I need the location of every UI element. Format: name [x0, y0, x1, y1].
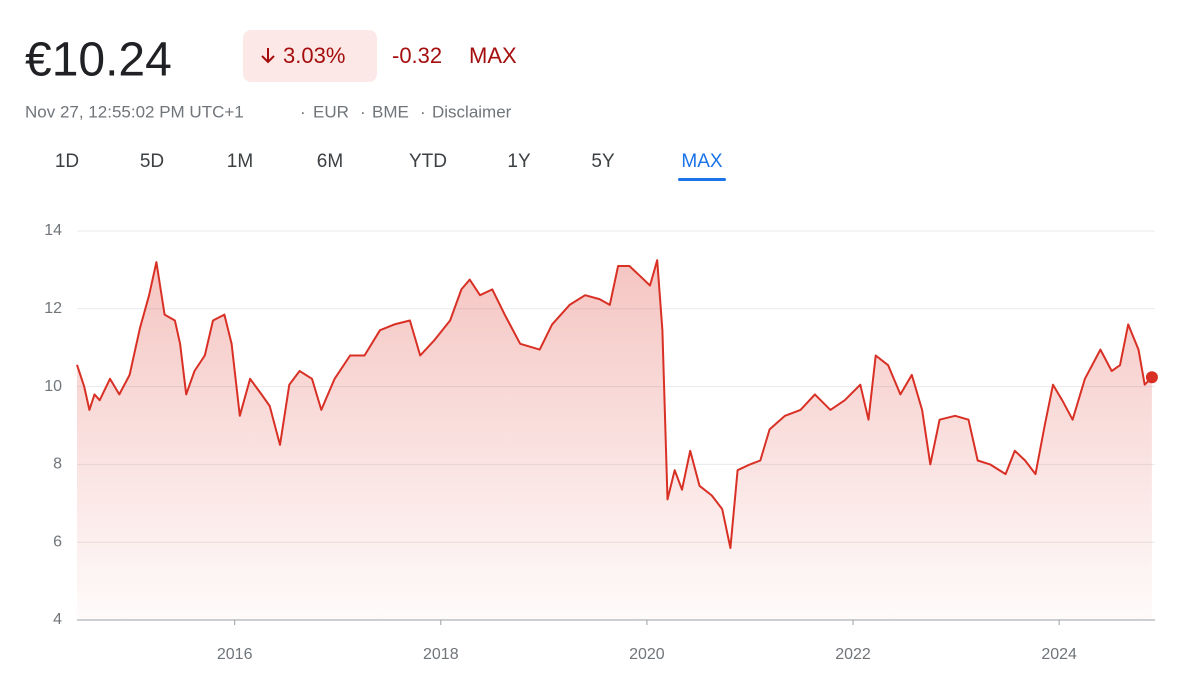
disclaimer-link[interactable]: Disclaimer: [432, 102, 512, 121]
range-tab[interactable]: YTD: [409, 151, 447, 172]
down-arrow: [261, 48, 275, 64]
last-point: [1145, 371, 1158, 384]
price-area: [77, 260, 1152, 620]
currency: EUR: [313, 102, 349, 121]
change-abs: -0.32: [392, 43, 442, 68]
separator: ·: [420, 102, 426, 121]
separator: ·: [360, 102, 366, 121]
x-tick-label: 2018: [423, 646, 459, 663]
x-tick-label: 2022: [835, 646, 871, 663]
timestamp: Nov 27, 12:55:02 PM UTC+1: [25, 102, 244, 121]
range-tab[interactable]: 1D: [55, 151, 79, 172]
range-tab[interactable]: 1Y: [507, 151, 531, 172]
exchange: BME: [372, 102, 409, 121]
y-tick-label: 10: [44, 378, 62, 395]
change-badge: [243, 30, 377, 82]
y-tick-label: 8: [53, 456, 62, 473]
range-tab[interactable]: 5Y: [591, 151, 615, 172]
tab-underline: [678, 178, 726, 181]
period: MAX: [469, 43, 517, 68]
range-tab[interactable]: MAX: [681, 151, 723, 172]
y-tick-label: 4: [53, 611, 62, 628]
y-tick-label: 6: [53, 533, 62, 550]
range-tab[interactable]: 1M: [227, 151, 253, 172]
price-line: [76, 259, 1153, 549]
y-tick-label: 12: [44, 300, 62, 317]
x-tick-label: 2024: [1041, 646, 1077, 663]
y-tick-label: 14: [44, 222, 62, 239]
separator: ·: [300, 102, 306, 121]
x-tick-label: 2016: [217, 646, 253, 663]
range-tab[interactable]: 5D: [140, 151, 164, 172]
range-tab[interactable]: 6M: [317, 151, 343, 172]
change-percent: 3.03%: [283, 43, 345, 68]
price: €10.24: [25, 34, 172, 87]
x-tick-label: 2020: [629, 646, 665, 663]
